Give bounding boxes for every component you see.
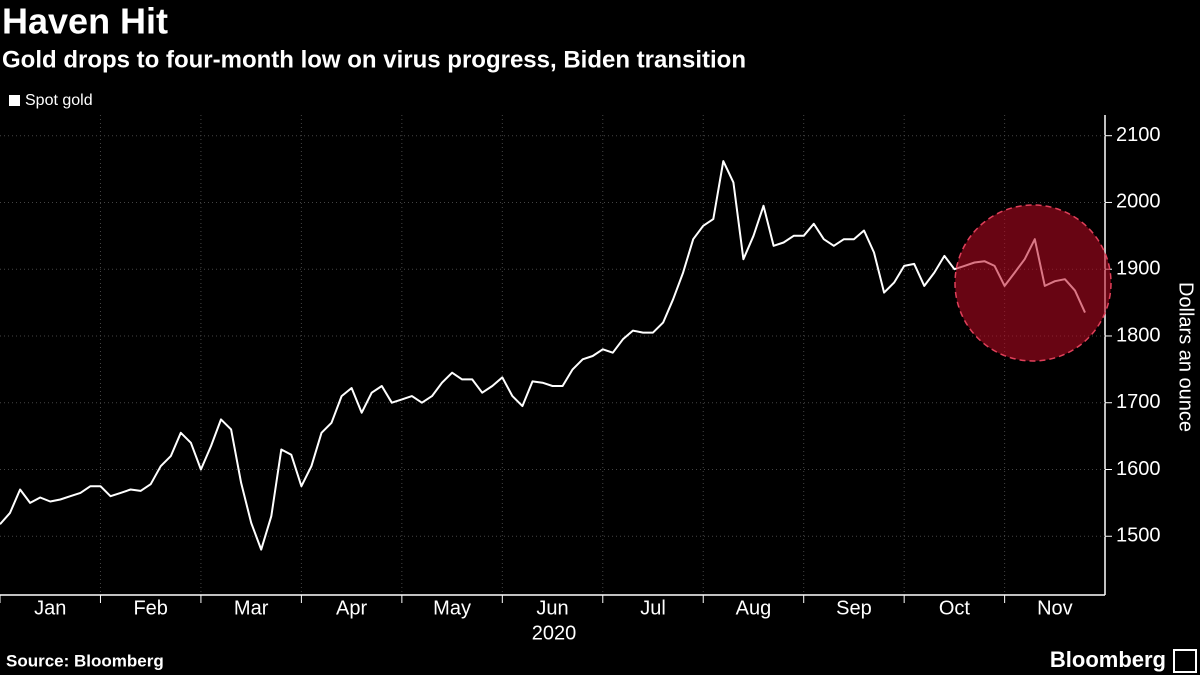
x-tick-label: Jan <box>34 597 66 619</box>
y-tick-label: 2100 <box>1116 124 1161 146</box>
x-tick-label: Jun <box>536 597 568 619</box>
x-tick-label: Jul <box>640 597 666 619</box>
brand: Bloomberg <box>1050 647 1166 672</box>
x-tick-label: Oct <box>939 597 971 619</box>
legend-label: Spot gold <box>25 92 93 109</box>
y-tick-label: 2000 <box>1116 191 1161 213</box>
x-tick-label: Mar <box>234 597 269 619</box>
y-tick-label: 1900 <box>1116 257 1161 279</box>
series-line <box>0 160 1086 551</box>
y-tick-label: 1500 <box>1116 525 1161 547</box>
x-tick-label: Nov <box>1037 597 1073 619</box>
y-tick-label: 1800 <box>1116 324 1161 346</box>
source: Source: Bloomberg <box>6 651 164 670</box>
x-tick-label: Aug <box>736 597 772 619</box>
legend-swatch <box>9 95 20 106</box>
brand-icon <box>1173 649 1197 673</box>
y-tick-label: 1600 <box>1116 458 1161 480</box>
x-tick-label: Sep <box>836 597 872 619</box>
y-tick-label: 1700 <box>1116 391 1161 413</box>
chart-subtitle: Gold drops to four-month low on virus pr… <box>2 46 746 73</box>
x-axis-label: 2020 <box>532 622 577 644</box>
y-axis-label: Dollars an ounce <box>1175 282 1197 432</box>
highlight-circle <box>954 204 1112 362</box>
chart-title: Haven Hit <box>2 1 168 42</box>
x-tick-label: May <box>433 597 471 619</box>
x-tick-label: Feb <box>133 597 167 619</box>
x-tick-label: Apr <box>336 597 367 619</box>
